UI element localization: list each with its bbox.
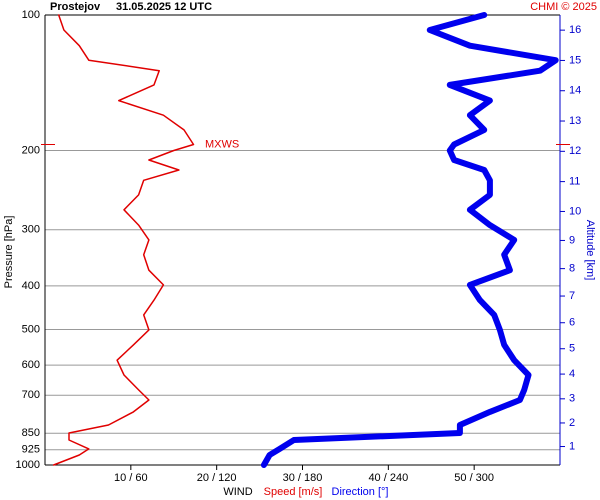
y-tick-label: 850 <box>22 427 40 439</box>
y-tick-label: 925 <box>22 444 40 456</box>
legend-speed: Speed [m/s] <box>264 486 323 498</box>
y2-tick-label: 8 <box>569 263 575 275</box>
annotation: MXWS <box>205 138 239 150</box>
y-tick-label: 500 <box>22 323 40 335</box>
y2-tick-label: 5 <box>569 343 575 355</box>
y2-tick-label: 16 <box>569 24 581 36</box>
y2-tick-label: 13 <box>569 115 581 127</box>
y-tick-label: 400 <box>22 280 40 292</box>
y2-tick-label: 14 <box>569 85 581 97</box>
direction-line <box>260 12 559 468</box>
speed-line <box>52 14 195 466</box>
x-tick-label: 20 / 120 <box>197 472 237 484</box>
y2-tick-label: 10 <box>569 205 581 217</box>
y-tick-label: 300 <box>22 224 40 236</box>
y2-tick-label: 4 <box>569 368 575 380</box>
x-axis-label: WIND <box>223 486 252 498</box>
y2-tick-label: 3 <box>569 393 575 405</box>
y2-tick-label: 1 <box>569 440 575 452</box>
x-tick-label: 50 / 300 <box>454 472 494 484</box>
y2-tick-label: 9 <box>569 234 575 246</box>
legend-direction: Direction [°] <box>332 486 389 498</box>
x-tick-label: 40 / 240 <box>368 472 408 484</box>
y2-tick-label: 12 <box>569 145 581 157</box>
credit: CHMI © 2025 <box>530 1 597 13</box>
x-tick-label: 30 / 180 <box>283 472 323 484</box>
y-tick-label: 100 <box>22 9 40 21</box>
y-tick-label: 600 <box>22 359 40 371</box>
y-tick-label: 200 <box>22 144 40 156</box>
y2-axis-label: Altitude [km] <box>584 220 596 281</box>
x-tick-label: 10 / 60 <box>114 472 148 484</box>
y-tick-label: 700 <box>22 389 40 401</box>
y2-tick-label: 7 <box>569 290 575 302</box>
y2-tick-label: 15 <box>569 54 581 66</box>
chart-subtitle: 31.05.2025 12 UTC <box>116 1 212 13</box>
chart-title: Prostejov <box>50 1 101 13</box>
y-tick-label: 1000 <box>16 459 40 471</box>
y-axis-label: Pressure [hPa] <box>3 216 15 289</box>
y2-tick-label: 2 <box>569 417 575 429</box>
y2-tick-label: 6 <box>569 317 575 329</box>
y2-tick-label: 11 <box>569 176 580 188</box>
